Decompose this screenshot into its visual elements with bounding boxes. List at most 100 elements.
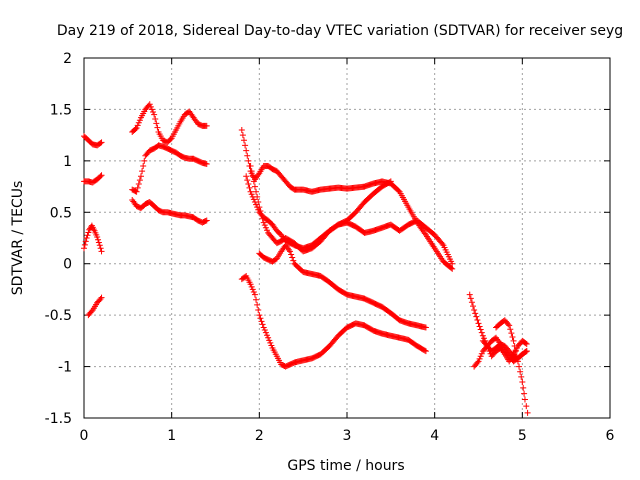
data-point	[148, 106, 155, 113]
data-point	[265, 334, 272, 341]
data-point	[479, 332, 486, 339]
data-point	[467, 295, 474, 302]
series-trace-h	[238, 127, 456, 272]
series-trace-f	[129, 142, 210, 195]
data-point	[239, 132, 246, 139]
data-point	[486, 348, 493, 355]
data-point	[521, 396, 528, 403]
data-point	[255, 307, 262, 313]
data-point	[203, 160, 210, 167]
data-point	[519, 379, 526, 385]
data-point	[247, 281, 254, 288]
data-points	[81, 101, 531, 416]
data-point	[468, 299, 475, 306]
series-trace-d	[85, 294, 105, 319]
x-tick-label: 6	[606, 428, 615, 444]
y-tick-label: 1.5	[50, 102, 72, 118]
data-point	[439, 240, 446, 247]
data-point	[522, 348, 529, 355]
data-point	[472, 310, 479, 317]
data-point	[140, 163, 147, 169]
y-tick-label: 0.5	[50, 205, 72, 221]
data-point	[474, 359, 481, 366]
data-point	[510, 337, 517, 344]
series-trace-j	[247, 163, 456, 267]
data-point	[289, 254, 296, 261]
data-point	[448, 264, 455, 271]
data-point	[135, 119, 142, 126]
data-point	[84, 232, 91, 239]
data-point	[507, 326, 514, 333]
data-point	[83, 235, 90, 241]
series-trace-e	[129, 101, 210, 146]
data-point	[288, 251, 295, 258]
data-point	[267, 339, 274, 346]
data-point	[422, 324, 429, 331]
data-point	[136, 177, 143, 184]
data-point	[247, 163, 254, 169]
x-tick-label: 1	[167, 428, 176, 444]
data-point	[134, 122, 141, 129]
data-point	[98, 294, 105, 301]
data-point	[132, 125, 139, 132]
data-point	[152, 115, 159, 122]
data-point	[250, 196, 257, 203]
data-point	[524, 409, 531, 416]
data-point	[153, 120, 160, 127]
data-point	[256, 204, 263, 211]
data-point	[202, 218, 209, 225]
data-point	[520, 384, 527, 391]
y-axis-label: SDTVAR / TECUs	[10, 181, 26, 296]
data-point	[509, 334, 516, 340]
data-point	[266, 337, 273, 344]
data-point	[518, 373, 525, 380]
chart-title: Day 219 of 2018, Sidereal Day-to-day VTE…	[57, 23, 623, 39]
data-point	[95, 239, 102, 246]
data-point	[82, 238, 89, 245]
data-point	[133, 188, 140, 195]
data-point	[521, 390, 528, 397]
data-point	[97, 245, 104, 252]
series-trace-k	[256, 242, 429, 331]
data-point	[290, 257, 297, 264]
data-point	[244, 177, 251, 184]
data-point	[246, 184, 253, 191]
data-point	[253, 296, 260, 303]
data-point	[250, 178, 257, 185]
data-point	[387, 178, 394, 185]
data-point	[249, 286, 256, 293]
x-axis-ticks: 0 1 2 3 4 5 6	[80, 58, 615, 444]
data-point	[146, 101, 153, 108]
series-trace-a	[81, 133, 105, 149]
data-point	[449, 260, 456, 267]
data-point	[516, 363, 523, 370]
data-point	[154, 124, 161, 131]
data-point	[254, 301, 261, 308]
data-point	[260, 219, 267, 226]
data-point	[97, 140, 104, 147]
data-point	[258, 211, 265, 218]
x-tick-label: 3	[343, 428, 352, 444]
data-point	[136, 117, 143, 124]
data-point	[245, 181, 252, 187]
data-point	[478, 329, 485, 336]
data-point	[98, 248, 105, 255]
data-point	[98, 139, 105, 146]
data-point	[260, 324, 267, 331]
data-point	[506, 322, 513, 329]
data-point	[240, 137, 247, 144]
data-point	[257, 208, 264, 214]
data-point	[255, 199, 262, 205]
data-point	[476, 355, 483, 362]
series-trace-p	[479, 337, 530, 365]
data-point	[483, 341, 490, 348]
data-point	[470, 303, 477, 310]
data-point	[475, 358, 482, 365]
data-point	[471, 307, 478, 313]
data-point	[485, 345, 492, 352]
x-tick-label: 5	[518, 428, 527, 444]
x-tick-label: 0	[80, 428, 89, 444]
data-point	[258, 318, 265, 325]
data-point	[523, 403, 530, 410]
